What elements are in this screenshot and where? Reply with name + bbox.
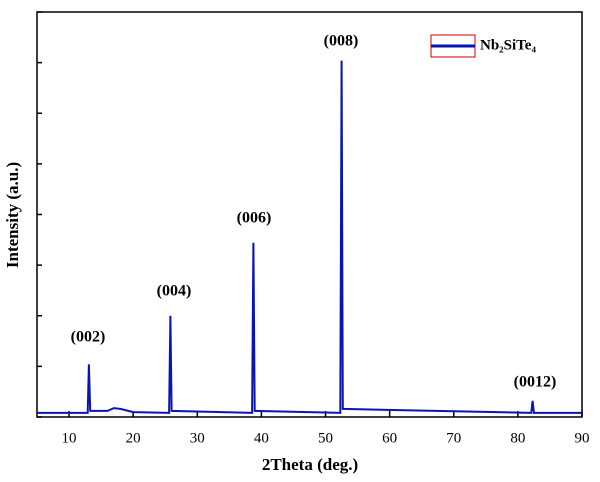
x-tick-label: 70: [446, 430, 461, 446]
x-tick-label: 90: [575, 430, 590, 446]
x-tick-label: 60: [382, 430, 397, 446]
x-tick-label: 50: [318, 430, 333, 446]
x-axis-label: 2Theta (deg.): [262, 455, 358, 474]
legend-label: Nb₂SiTe₄: [480, 37, 536, 53]
y-axis-label: Intensity (a.u.): [3, 162, 22, 268]
x-tick-label: 40: [254, 430, 269, 446]
x-tick-label: 20: [126, 430, 141, 446]
peak-annotation: (008): [324, 33, 359, 50]
peak-annotation: (002): [71, 329, 106, 346]
plot-frame: [36, 11, 583, 418]
x-tick-label: 10: [62, 430, 77, 446]
peak-annotation: (0012): [514, 374, 557, 391]
data-line: [37, 60, 582, 414]
x-tick-label: 30: [190, 430, 205, 446]
x-tick-label: 80: [510, 430, 525, 446]
peak-annotation: (004): [157, 283, 192, 300]
peak-annotation: (006): [237, 210, 272, 227]
